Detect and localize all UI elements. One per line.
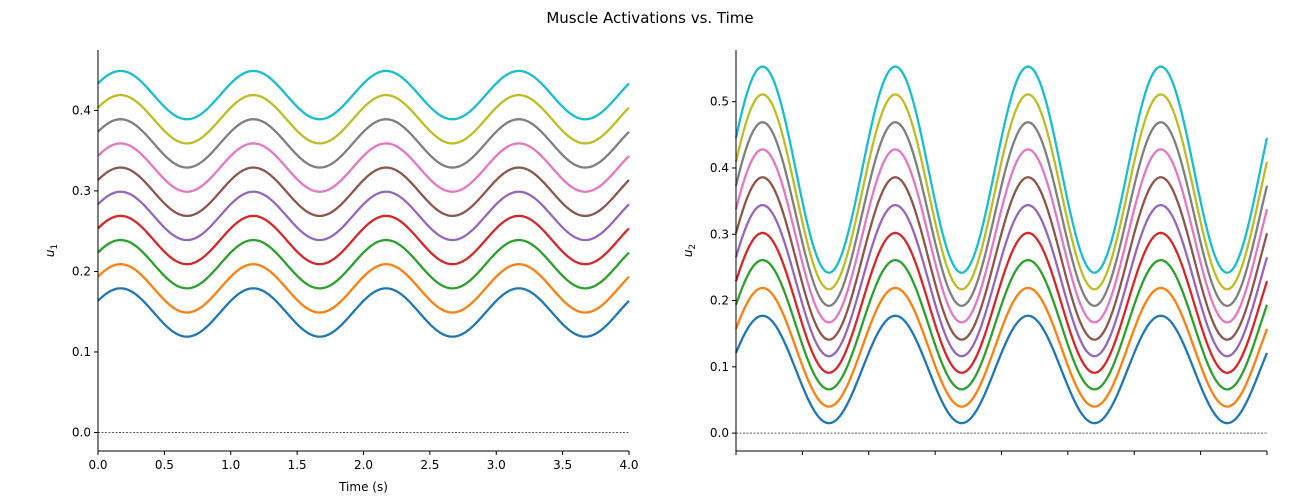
series-line-8 bbox=[97, 118, 630, 169]
figure-title: Muscle Activations vs. Time bbox=[546, 9, 754, 27]
series-line-7 bbox=[734, 148, 1269, 324]
series-line-5 bbox=[734, 203, 1269, 358]
series-line-5 bbox=[97, 190, 630, 242]
x-axis-label: Time (s) bbox=[338, 480, 388, 494]
y-tick-label: 0.1 bbox=[710, 360, 729, 374]
x-tick-label: 2.0 bbox=[354, 458, 373, 472]
y-tick-label: 0.5 bbox=[710, 95, 729, 109]
y-tick-label: 0.2 bbox=[710, 294, 729, 308]
series-line-6 bbox=[734, 176, 1269, 341]
x-tick-label: 1.5 bbox=[288, 458, 307, 472]
series-line-2 bbox=[97, 263, 630, 314]
y-tick-label: 0.2 bbox=[72, 264, 91, 278]
y-axis-label-symbol: u bbox=[681, 249, 695, 257]
series-line-4 bbox=[734, 231, 1269, 374]
series-line-3 bbox=[97, 238, 630, 290]
x-tick-label: 1.0 bbox=[221, 458, 240, 472]
y-tick-label: 0.1 bbox=[72, 345, 91, 359]
x-tick-label: 3.5 bbox=[553, 458, 572, 472]
series-line-1 bbox=[734, 314, 1269, 425]
series-line-9 bbox=[734, 93, 1269, 291]
series-line-10 bbox=[97, 69, 630, 121]
right-panel-u2: 0.0 0.1 0.2 0.3 0.4 0.5 u2 bbox=[681, 50, 1269, 455]
y-tick-label: 0.3 bbox=[710, 227, 729, 241]
series-line-3 bbox=[734, 258, 1269, 391]
series-line-2 bbox=[734, 286, 1269, 408]
x-tick-label: 0.0 bbox=[88, 458, 107, 472]
x-tick-label: 2.5 bbox=[420, 458, 439, 472]
series-line-10 bbox=[734, 65, 1269, 274]
y-axis-label: u1 bbox=[43, 244, 60, 257]
series-line-6 bbox=[97, 166, 630, 218]
y-axis-label: u2 bbox=[681, 244, 698, 257]
series-line-9 bbox=[97, 93, 630, 145]
y-tick-label: 0.3 bbox=[72, 184, 91, 198]
series-line-4 bbox=[97, 214, 630, 266]
y-axis-label-subscript: 2 bbox=[688, 244, 698, 250]
y-tick-label: 0.4 bbox=[72, 103, 91, 117]
y-tick-label: 0.4 bbox=[710, 161, 729, 175]
y-axis-label-symbol: u bbox=[43, 249, 57, 257]
x-tick-label: 3.0 bbox=[487, 458, 506, 472]
y-tick-label: 0.0 bbox=[72, 425, 91, 439]
series-line-8 bbox=[734, 121, 1269, 307]
y-axis-label-subscript: 1 bbox=[50, 244, 60, 250]
series-line-7 bbox=[97, 142, 630, 193]
x-tick-label: 4.0 bbox=[619, 458, 638, 472]
x-tick-label: 0.5 bbox=[155, 458, 174, 472]
series-line-1 bbox=[97, 287, 630, 338]
left-panel-u1: 0.0 0.5 1.0 1.5 2.0 2.5 3.0 3.5 4.0 0.0 0.1 0.2 0.3 0… bbox=[43, 50, 639, 494]
y-tick-label: 0.0 bbox=[710, 426, 729, 440]
